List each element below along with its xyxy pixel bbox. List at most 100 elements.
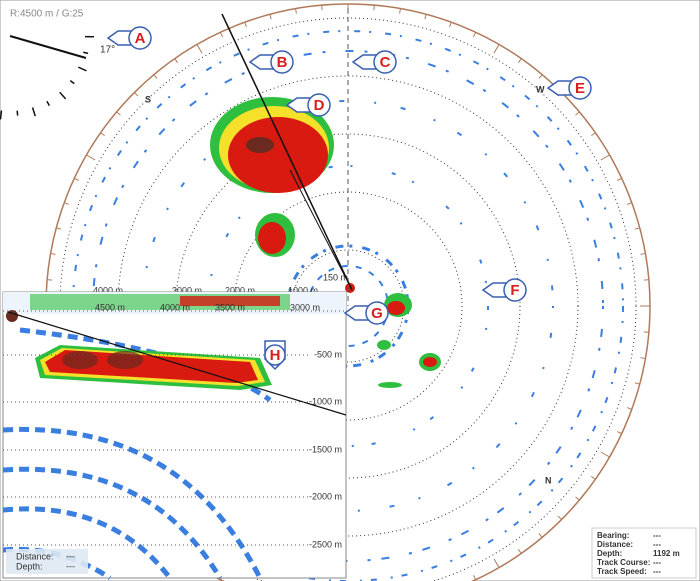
info-value: --- bbox=[653, 540, 661, 549]
inset-range-label: 3500 m bbox=[215, 302, 245, 312]
callout: D bbox=[285, 93, 331, 117]
bearing-tick bbox=[134, 92, 139, 97]
bearing-tick bbox=[153, 74, 158, 79]
bearing-tick bbox=[86, 154, 96, 161]
callout-letter: B bbox=[277, 54, 288, 71]
bearing-tick bbox=[575, 496, 580, 501]
depth-label: -1500 m bbox=[309, 444, 342, 454]
callout-badge bbox=[270, 50, 294, 74]
callout: F bbox=[481, 278, 527, 302]
callouts: A B C D E F G H bbox=[106, 26, 592, 371]
inset-range-label: 4000 m bbox=[160, 302, 190, 312]
bearing-tick bbox=[116, 111, 121, 116]
range-label: 2000 m bbox=[225, 285, 255, 295]
callout: B bbox=[248, 50, 294, 74]
range-label: 1000 m bbox=[288, 285, 318, 295]
compass-label: S bbox=[145, 94, 151, 104]
bearing-tick bbox=[244, 22, 247, 28]
bearing-tick bbox=[50, 253, 56, 255]
heading-tick bbox=[31, 107, 36, 117]
callout: C bbox=[351, 50, 397, 74]
bearing-tick bbox=[591, 475, 596, 480]
inset-range-label: 3000 m bbox=[290, 302, 320, 312]
bearing-tick bbox=[640, 357, 646, 359]
callout-letter: E bbox=[575, 80, 585, 97]
bearing-tick bbox=[196, 44, 203, 54]
bearing-tick bbox=[591, 132, 596, 137]
info-value: 1192 m bbox=[653, 549, 680, 558]
bearing-tick bbox=[538, 74, 543, 79]
range-gain: R:4500 m / G:25 bbox=[10, 9, 84, 20]
heading-tick bbox=[46, 100, 51, 107]
bearing-tick bbox=[557, 515, 562, 520]
bearing-line bbox=[221, 13, 353, 291]
heading-tick bbox=[0, 110, 3, 120]
bearing-tick bbox=[473, 574, 477, 580]
readout-value: --- bbox=[66, 551, 75, 561]
bearing-tick bbox=[600, 154, 610, 161]
bearing-tick bbox=[626, 407, 632, 410]
heading-indicator bbox=[0, 35, 95, 120]
bearing-tick bbox=[493, 558, 500, 568]
readout-label: Depth: bbox=[16, 561, 43, 571]
bearing-tick bbox=[74, 177, 80, 181]
readout-value: --- bbox=[66, 561, 75, 571]
info-label: Track Course: bbox=[597, 558, 650, 567]
depth-label: -500 m bbox=[314, 349, 342, 359]
compass-label: N bbox=[545, 475, 552, 485]
inset-readout bbox=[6, 549, 88, 574]
bearing-tick bbox=[56, 227, 62, 230]
callout: A bbox=[106, 26, 152, 50]
bearing-tick bbox=[616, 177, 622, 181]
bearing-tick bbox=[517, 549, 522, 554]
bearing-tick bbox=[493, 44, 500, 54]
callout-badge bbox=[568, 76, 592, 100]
depth-label: -2500 m bbox=[309, 539, 342, 549]
beam-edge bbox=[289, 169, 353, 291]
bearing-tick bbox=[634, 227, 640, 230]
range-label: 150 m bbox=[323, 272, 348, 282]
bearing-tick bbox=[473, 32, 477, 38]
bearing-tick bbox=[424, 14, 427, 20]
range-ring bbox=[117, 75, 579, 537]
heading-value: 17° bbox=[100, 45, 115, 56]
depth-label: -2000 m bbox=[309, 491, 342, 501]
inset-frame bbox=[2, 291, 347, 579]
callout-letter: D bbox=[314, 97, 325, 114]
callout-letter: C bbox=[380, 54, 391, 71]
bearing-tick bbox=[626, 202, 632, 205]
range-label: 4000 m bbox=[93, 285, 123, 295]
info-value: --- bbox=[653, 531, 661, 540]
info-value: --- bbox=[653, 558, 661, 567]
callout-letter: F bbox=[510, 282, 519, 299]
bearing-tick bbox=[100, 132, 105, 137]
inset-panel: 4500 m 4000 m 3500 m 3000 m -500 m -1000… bbox=[2, 291, 347, 581]
heading-tick bbox=[69, 80, 75, 85]
info-label: Depth: bbox=[597, 549, 622, 558]
bearing-tick bbox=[640, 253, 646, 255]
compass-label: W bbox=[536, 84, 545, 94]
callout-letter: A bbox=[135, 30, 146, 47]
callout-badge bbox=[365, 301, 389, 325]
info-label: Track Speed: bbox=[597, 567, 647, 576]
range-label: 3000 m bbox=[172, 285, 202, 295]
info-label: Distance: bbox=[597, 540, 633, 549]
bearing-tick bbox=[219, 32, 223, 38]
callout-badge bbox=[264, 344, 286, 366]
bearing-tick bbox=[517, 58, 522, 63]
callout-letter: H bbox=[270, 347, 281, 364]
info-value: --- bbox=[653, 567, 661, 576]
callout-badge bbox=[307, 93, 331, 117]
callout: G bbox=[343, 301, 389, 325]
callout-badge bbox=[128, 26, 152, 50]
bearing-tick bbox=[64, 202, 70, 205]
bearing-tick bbox=[634, 382, 640, 385]
info-label: Bearing: bbox=[597, 531, 629, 540]
echo-returns bbox=[210, 97, 441, 388]
bearing-tick bbox=[449, 22, 452, 28]
bearing-tick bbox=[616, 431, 622, 435]
info-panel: Bearing: ---Distance: ---Depth: 1192 mTrack… bbox=[591, 527, 697, 579]
bearing-tick bbox=[295, 8, 297, 14]
readout-label: Distance: bbox=[16, 551, 54, 561]
